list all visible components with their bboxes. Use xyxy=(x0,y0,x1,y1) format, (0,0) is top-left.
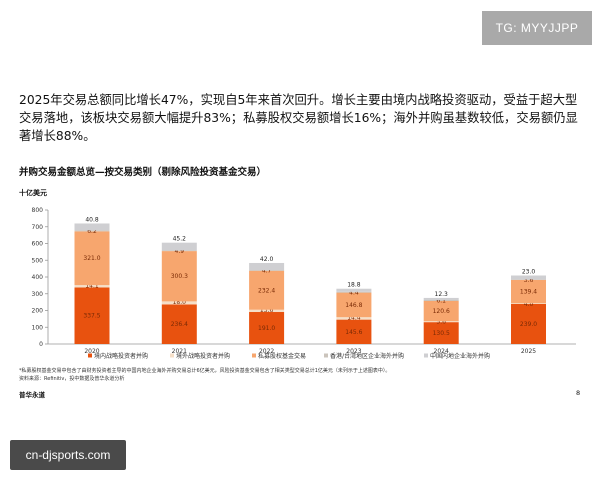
watermark-top: TG: MYYJJPP xyxy=(482,11,592,45)
x-tick-label: 2024 xyxy=(434,348,449,355)
legend-label: 境外战略投资者并购 xyxy=(176,352,230,360)
y-tick-label: 700 xyxy=(32,224,44,231)
legend-swatch xyxy=(252,353,256,358)
bar-segment xyxy=(336,291,372,293)
bar-segment xyxy=(336,319,372,344)
data-label: 4.4 xyxy=(349,289,359,296)
chart-title: 并购交易金额总览—按交易类别（剔除风险投资基金交易） xyxy=(19,167,267,178)
data-label: 14.4 xyxy=(347,315,361,322)
data-label: 5.6 xyxy=(436,319,446,326)
data-label: 191.0 xyxy=(258,325,275,332)
data-label: 6.2 xyxy=(87,228,97,235)
bar-segment xyxy=(249,309,285,313)
brand-footer: 普华永道 xyxy=(19,391,45,399)
data-label: 145.6 xyxy=(345,329,362,336)
bar-segment xyxy=(249,270,285,310)
y-tick-label: 400 xyxy=(32,274,44,281)
data-label: 3.6 xyxy=(524,277,534,284)
bar-segment xyxy=(161,242,197,251)
x-tick-label: 2023 xyxy=(346,348,361,355)
data-label: 45.2 xyxy=(173,236,187,243)
data-label: 12.3 xyxy=(435,291,449,298)
y-tick-label: 200 xyxy=(32,308,44,315)
y-tick-label: 600 xyxy=(32,241,44,248)
bar-segment xyxy=(511,303,546,344)
data-label: 4.7 xyxy=(262,268,272,275)
data-label: 120.6 xyxy=(433,308,450,315)
y-tick-label: 500 xyxy=(32,257,44,264)
bar-segment xyxy=(423,301,459,322)
y-tick-label: 0 xyxy=(39,341,43,348)
x-tick-label: 2020 xyxy=(84,348,99,355)
data-label: 300.3 xyxy=(171,273,188,280)
stacked-bar-chart: 0 100 200 300 400 500 600 700 800 337.5 14.1 321.0 6… xyxy=(32,207,576,360)
data-label: 42.0 xyxy=(260,256,274,263)
bar-segment xyxy=(511,279,546,304)
bar-segment xyxy=(423,322,459,344)
data-label: 23.0 xyxy=(522,268,536,275)
data-label: 321.0 xyxy=(83,255,100,262)
y-tick-label: 300 xyxy=(32,291,44,298)
bar-segment xyxy=(74,287,110,344)
data-label: 239.0 xyxy=(520,321,537,328)
x-tick-label: 2025 xyxy=(521,348,536,355)
data-label: 4.0 xyxy=(524,301,534,308)
page-number: 8 xyxy=(576,389,581,397)
bar-segment xyxy=(423,321,459,323)
legend-label: 香港/台湾地区企业海外并购 xyxy=(330,352,404,360)
bar-segment xyxy=(74,223,110,231)
y-axis-unit: 十亿美元 xyxy=(19,189,47,197)
data-label: 40.8 xyxy=(85,216,99,223)
data-label: 337.5 xyxy=(83,313,100,320)
data-label: 4.9 xyxy=(175,248,185,255)
data-label: 232.4 xyxy=(258,287,275,294)
bar-segment xyxy=(249,262,285,271)
bar-segment xyxy=(249,270,285,271)
summary-paragraph: 2025年交易总额同比增长47%，实现自5年来首次回升。增长主要由境内战略投资驱… xyxy=(19,93,578,143)
data-label: 236.4 xyxy=(171,321,188,328)
bar-segment xyxy=(336,288,372,292)
source-note: 资料来源：Refinitiv，投中数据及普华永道分析 xyxy=(19,376,125,382)
footnotes: *私募股权基金交易中包含了由财务投资者主导的中国内地企业海外并购交易总计6亿美元… xyxy=(19,367,390,383)
x-tick-label: 2021 xyxy=(172,348,187,355)
bar-segment xyxy=(74,230,110,232)
bar-segment xyxy=(336,317,372,320)
bar-segment xyxy=(511,275,546,280)
data-label: 14.1 xyxy=(85,283,99,290)
data-label: 146.8 xyxy=(345,302,362,309)
legend-label: 中国内地企业海外并购 xyxy=(430,352,490,360)
bar-segment xyxy=(161,250,197,252)
data-label: 130.5 xyxy=(433,330,450,337)
data-label: 18.0 xyxy=(173,299,187,306)
y-tick-label: 800 xyxy=(32,207,44,214)
bar-segment xyxy=(161,301,197,305)
bar-segment xyxy=(161,251,197,302)
bar-segment xyxy=(511,303,546,304)
bar-segment xyxy=(423,299,459,302)
y-tick-label: 100 xyxy=(32,324,44,331)
legend-label: 私募股权基金交易 xyxy=(258,352,306,360)
legend-swatch xyxy=(424,353,428,358)
data-label: 18.8 xyxy=(347,282,361,289)
data-label: 139.4 xyxy=(520,289,537,296)
bar-segment xyxy=(249,312,285,344)
footnote: *私募股权基金交易中包含了由财务投资者主导的中国内地企业海外并购交易总计6亿美元… xyxy=(19,368,391,374)
data-label: 13.6 xyxy=(260,307,274,314)
bar-segment xyxy=(511,279,546,280)
legend-label: 境内战略投资者并购 xyxy=(94,352,148,360)
legend-swatch xyxy=(324,353,328,358)
watermark-bottom: cn-djsports.com xyxy=(10,440,126,470)
legend-swatch xyxy=(88,353,92,358)
bar-segment xyxy=(74,231,110,286)
bar-segment xyxy=(74,285,110,288)
x-tick-label: 2022 xyxy=(259,348,274,355)
legend-swatch xyxy=(170,353,174,358)
data-label: 6.1 xyxy=(436,297,446,304)
bar-segment xyxy=(423,297,459,300)
bar-segment xyxy=(161,304,197,344)
bar-segment xyxy=(336,292,372,318)
